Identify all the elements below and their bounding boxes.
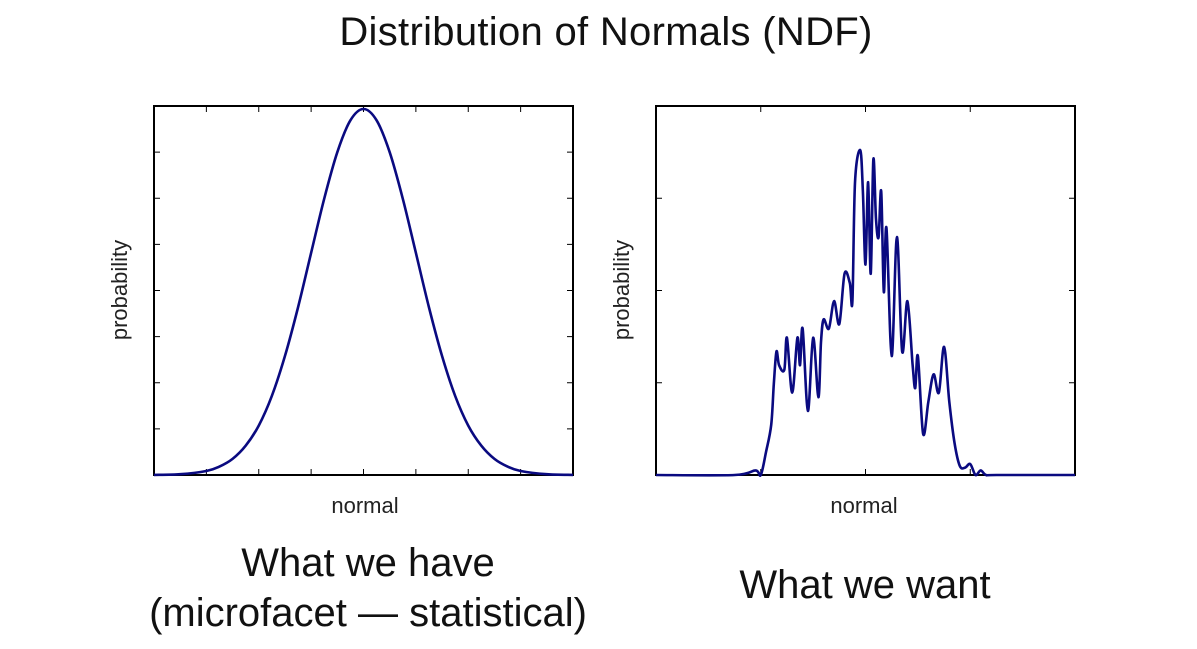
y-axis-label: probability — [107, 240, 132, 340]
caption-line-1: What we have — [241, 541, 495, 585]
x-axis-label: normal — [830, 493, 897, 518]
caption-right: What we want — [739, 563, 991, 607]
series-line-measured — [655, 148, 1075, 477]
caption-line-2: (microfacet — statistical) — [149, 591, 587, 635]
chart-what-we-have: normal probability — [107, 105, 574, 518]
plot-frame — [655, 105, 1076, 476]
caption-what-we-have: What we have (microfacet — statistical) — [100, 538, 636, 638]
caption-what-we-want: What we want — [630, 560, 1100, 610]
x-axis-label: normal — [331, 493, 398, 518]
y-axis-label: probability — [609, 240, 634, 340]
chart-what-we-want: normal probability — [609, 105, 1076, 518]
page-title: Distribution of Normals (NDF) — [339, 10, 873, 54]
series-line-gaussian — [153, 107, 574, 477]
plot-frame — [153, 105, 574, 476]
